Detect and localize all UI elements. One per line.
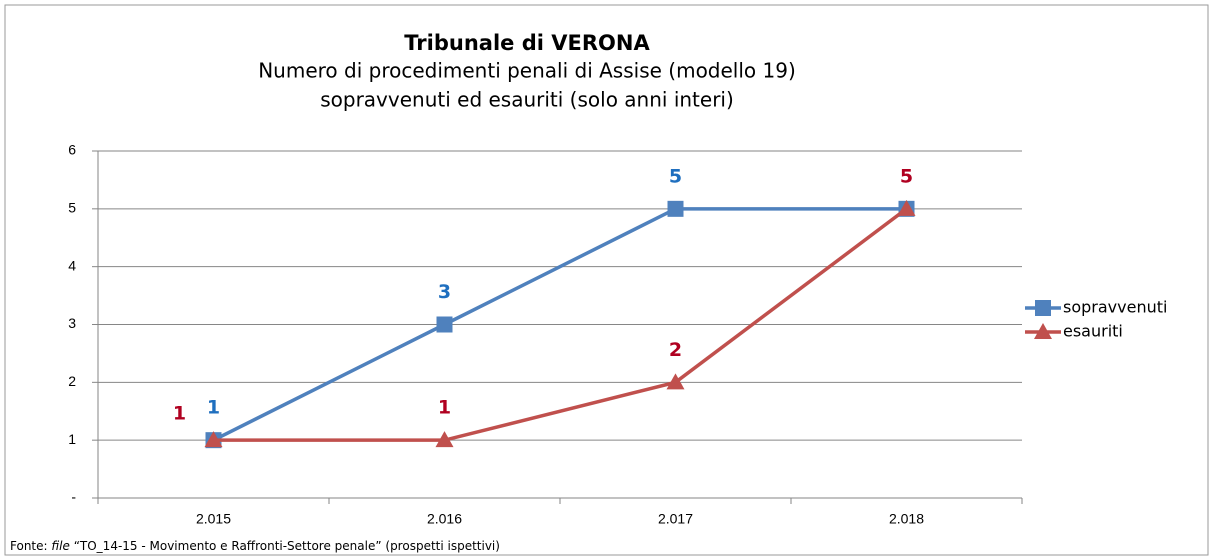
chart-title: Tribunale di VERONA <box>404 31 650 55</box>
chart-subtitle: Numero di procedimenti penali di Assise … <box>258 59 796 83</box>
series-line <box>212 207 907 442</box>
source-text: “TO_14-15 - Movimento e Raffronti-Settor… <box>74 539 500 553</box>
chart-subtitle: sopravvenuti ed esauriti (solo anni inte… <box>320 88 734 112</box>
x-tick-label: 2.015 <box>196 511 231 527</box>
chart-border <box>4 4 1209 556</box>
data-point <box>667 200 684 217</box>
data-label: 1 <box>173 403 186 425</box>
data-point <box>897 199 916 216</box>
y-tick-label: 4 <box>68 257 76 273</box>
legend-marker <box>1035 300 1051 316</box>
data-label: 5 <box>669 165 682 187</box>
y-tick-label: 3 <box>68 315 76 331</box>
legend-marker <box>1034 323 1052 339</box>
data-label: 2 <box>669 339 682 361</box>
source-note: Fonte: file “TO_14-15 - Movimento e Raff… <box>10 539 500 553</box>
legend-label: sopravvenuti <box>1063 298 1167 317</box>
data-point <box>435 431 454 448</box>
data-label: 5 <box>900 165 913 187</box>
data-point <box>204 431 223 448</box>
x-tick-label: 2.018 <box>889 511 924 527</box>
source-prefix: Fonte: <box>10 539 48 553</box>
data-label: 1 <box>207 397 220 419</box>
series-line <box>213 207 908 442</box>
y-tick-label: 1 <box>68 431 76 447</box>
data-point <box>666 373 685 390</box>
legend-label: esauriti <box>1063 322 1123 341</box>
x-tick-label: 2.017 <box>658 511 693 527</box>
x-tick-label: 2.016 <box>427 511 462 527</box>
data-point <box>436 316 453 333</box>
source-emphasis: file <box>51 539 69 553</box>
y-tick-label: 6 <box>68 142 76 158</box>
y-tick-label: 2 <box>68 373 76 389</box>
y-tick-label: 5 <box>68 200 76 216</box>
data-label: 3 <box>438 281 451 303</box>
data-label: 1 <box>438 397 451 419</box>
y-tick-label: - <box>71 489 76 505</box>
